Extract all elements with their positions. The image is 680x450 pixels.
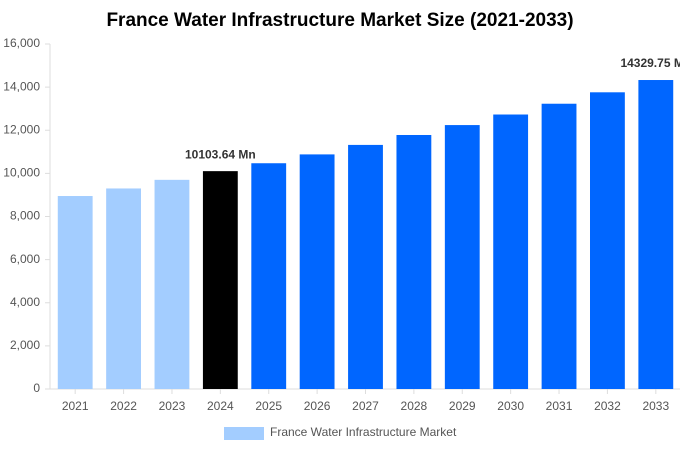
bar <box>202 171 238 389</box>
x-tick-label: 2026 <box>304 399 331 413</box>
y-tick-label: 6,000 <box>10 252 40 266</box>
x-tick-label: 2033 <box>642 399 669 413</box>
x-tick-label: 2021 <box>62 399 89 413</box>
bar <box>251 163 287 389</box>
y-tick-label: 10,000 <box>3 166 40 180</box>
y-tick-label: 8,000 <box>10 209 40 223</box>
y-tick-label: 12,000 <box>3 122 40 136</box>
legend-label: France Water Infrastructure Market <box>270 425 457 439</box>
x-tick-label: 2023 <box>159 399 186 413</box>
x-tick-label: 2024 <box>207 399 234 413</box>
value-label: 10103.64 Mn <box>185 147 256 161</box>
bar <box>348 144 383 389</box>
x-tick-label: 2032 <box>594 399 621 413</box>
value-label: 14329.75 Mn <box>620 56 680 70</box>
y-tick-label: 4,000 <box>10 295 40 309</box>
bar <box>590 92 625 390</box>
y-tick-label: 2,000 <box>10 338 40 352</box>
x-tick-label: 2028 <box>401 399 428 413</box>
bar <box>638 80 674 389</box>
legend-swatch <box>224 427 264 440</box>
x-tick-label: 2030 <box>497 399 524 413</box>
bar <box>299 154 335 389</box>
bar <box>154 179 190 389</box>
y-tick-label: 14,000 <box>3 79 40 93</box>
x-tick-label: 2025 <box>255 399 282 413</box>
bar <box>444 125 480 389</box>
bar <box>541 103 577 390</box>
y-tick-label: 0 <box>33 381 40 395</box>
bar <box>106 188 141 389</box>
x-tick-label: 2031 <box>546 399 573 413</box>
x-tick-label: 2027 <box>352 399 379 413</box>
bar <box>396 134 432 389</box>
x-tick-label: 2022 <box>110 399 137 413</box>
bar <box>493 114 529 390</box>
chart-title: France Water Infrastructure Market Size … <box>106 10 573 31</box>
x-tick-label: 2029 <box>449 399 476 413</box>
y-tick-label: 16,000 <box>3 36 40 50</box>
bar <box>57 196 93 389</box>
